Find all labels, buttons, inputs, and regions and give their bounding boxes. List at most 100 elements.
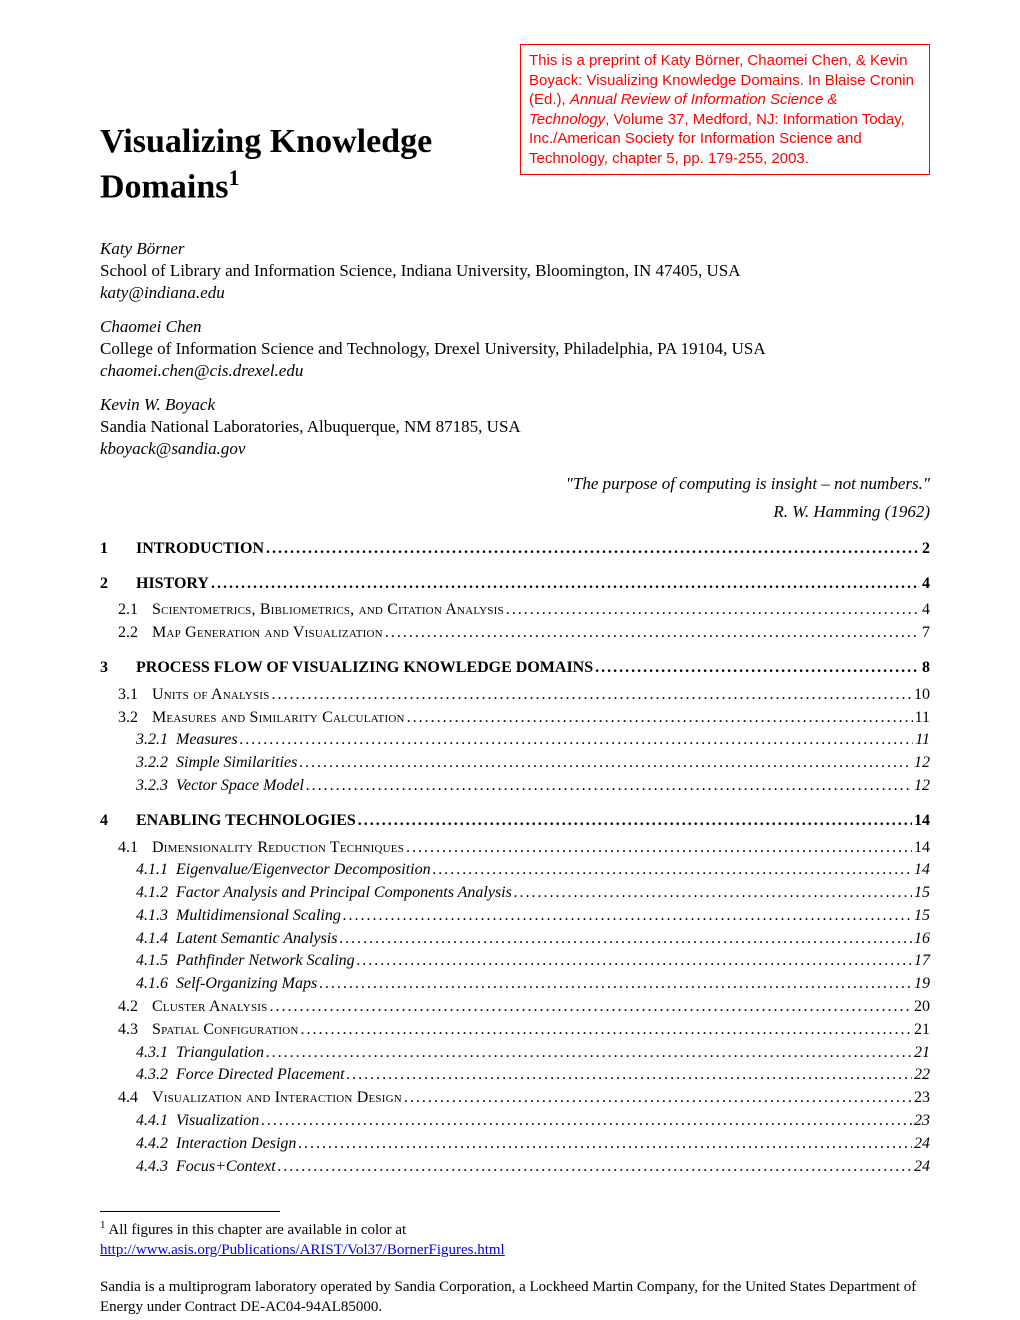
toc-label: INTRODUCTION	[136, 539, 264, 560]
toc-page-number: 16	[914, 929, 930, 950]
toc-number: 3.2.1	[100, 730, 176, 751]
toc-label: Cluster Analysis	[152, 997, 267, 1018]
toc-number: 3	[100, 658, 136, 679]
footnote-link[interactable]: http://www.asis.org/Publications/ARIST/V…	[100, 1242, 505, 1258]
toc-label: Multidimensional Scaling	[176, 906, 341, 927]
toc-page-number: 12	[914, 753, 930, 774]
toc-leader-dots	[343, 906, 912, 927]
toc-number: 3.2.2	[100, 753, 176, 774]
author-name: Kevin W. Boyack	[100, 394, 930, 416]
toc-page-number: 10	[914, 685, 930, 706]
toc-row: 3PROCESS FLOW OF VISUALIZING KNOWLEDGE D…	[100, 658, 930, 679]
table-of-contents: 1INTRODUCTION2 2HISTORY 4 2.1Scientometrics…	[100, 539, 930, 1178]
footnote: 1 All figures in this chapter are availa…	[100, 1218, 930, 1260]
toc-label: Factor Analysis and Principal Components…	[176, 883, 512, 904]
toc-leader-dots	[404, 1088, 912, 1109]
toc-leader-dots	[299, 753, 912, 774]
toc-row: 4.1.2Factor Analysis and Principal Compo…	[100, 883, 930, 904]
toc-row: 4.1.6Self-Organizing Maps19	[100, 974, 930, 995]
toc-number: 4.3	[100, 1020, 152, 1041]
toc-row: 4.4.1Visualization23	[100, 1111, 930, 1132]
toc-row: 2.2Map Generation and Visualization7	[100, 623, 930, 644]
toc-page-number: 19	[914, 974, 930, 995]
toc-label: Spatial Configuration	[152, 1020, 299, 1041]
toc-leader-dots	[385, 623, 920, 644]
toc-number: 4.3.2	[100, 1065, 176, 1086]
author-email: chaomei.chen@cis.drexel.edu	[100, 360, 930, 382]
toc-number: 2.1	[100, 600, 152, 621]
toc-page-number: 17	[914, 951, 930, 972]
toc-page-number: 23	[914, 1088, 930, 1109]
toc-number: 4.4.2	[100, 1134, 176, 1155]
toc-page-number: 14	[914, 838, 930, 859]
toc-number: 4.1	[100, 838, 152, 859]
toc-page-number: 14	[914, 811, 930, 832]
toc-label: Measures and Similarity Calculation	[152, 708, 405, 729]
toc-row: 3.2.1Measures11	[100, 730, 930, 751]
toc-page-number: 22	[914, 1065, 930, 1086]
toc-row: 4.1.1Eigenvalue/Eigenvector Decompositio…	[100, 860, 930, 881]
toc-row: 4.3.2Force Directed Placement 22	[100, 1065, 930, 1086]
toc-page-number: 4	[922, 574, 930, 595]
toc-leader-dots	[357, 951, 912, 972]
toc-page-number: 4	[922, 600, 930, 621]
toc-row: 4.3Spatial Configuration21	[100, 1020, 930, 1041]
toc-number: 2	[100, 574, 136, 595]
author-email: kboyack@sandia.gov	[100, 438, 930, 460]
toc-page-number: 8	[922, 658, 930, 679]
toc-row: 4.2Cluster Analysis20	[100, 997, 930, 1018]
toc-label: Units of Analysis	[152, 685, 269, 706]
toc-leader-dots	[261, 1111, 912, 1132]
toc-row: 4.4.2Interaction Design24	[100, 1134, 930, 1155]
toc-label: Visualization and Interaction Design	[152, 1088, 402, 1109]
author-name: Katy Börner	[100, 238, 930, 260]
toc-leader-dots	[595, 658, 920, 679]
title-text: Visualizing Knowledge Domains	[100, 123, 432, 206]
toc-row: 3.2.3Vector Space Model12	[100, 776, 930, 797]
toc-number: 3.2.3	[100, 776, 176, 797]
toc-page-number: 15	[914, 906, 930, 927]
toc-number: 4.1.6	[100, 974, 176, 995]
toc-leader-dots	[301, 1020, 912, 1041]
toc-number: 4.2	[100, 997, 152, 1018]
toc-row: 4.1Dimensionality Reduction Techniques14	[100, 838, 930, 859]
toc-number: 4.1.5	[100, 951, 176, 972]
toc-label: Force Directed Placement	[176, 1065, 345, 1086]
toc-label: Scientometrics, Bibliometrics, and Citat…	[152, 600, 504, 621]
toc-number: 4.3.1	[100, 1043, 176, 1064]
epigraph-attribution: R. W. Hamming (1962)	[100, 501, 930, 523]
toc-number: 4	[100, 811, 136, 832]
toc-label: HISTORY	[136, 574, 209, 595]
toc-label: Measures	[176, 730, 238, 751]
toc-label: Focus+Context	[176, 1157, 276, 1178]
toc-row: 4.1.4Latent Semantic Analysis16	[100, 929, 930, 950]
toc-leader-dots	[514, 883, 912, 904]
toc-page-number: 14	[914, 860, 930, 881]
author-name: Chaomei Chen	[100, 316, 930, 338]
title-wrap: Visualizing Knowledge Domains1	[100, 40, 504, 210]
page-title: Visualizing Knowledge Domains1	[100, 120, 504, 210]
author-block: Katy BörnerSchool of Library and Informa…	[100, 238, 930, 304]
author-block: Kevin W. BoyackSandia National Laborator…	[100, 394, 930, 460]
toc-leader-dots	[271, 685, 912, 706]
toc-row: 1INTRODUCTION2	[100, 539, 930, 560]
toc-number: 4.1.3	[100, 906, 176, 927]
toc-page-number: 24	[914, 1157, 930, 1178]
toc-row: 4.3.1Triangulation 21	[100, 1043, 930, 1064]
toc-leader-dots	[269, 997, 912, 1018]
toc-page-number: 21	[914, 1043, 930, 1064]
author-block: Chaomei ChenCollege of Information Scien…	[100, 316, 930, 382]
toc-number: 4.4.1	[100, 1111, 176, 1132]
toc-leader-dots	[506, 600, 920, 621]
toc-label: Vector Space Model	[176, 776, 304, 797]
toc-label: Triangulation	[176, 1043, 264, 1064]
toc-label: Map Generation and Visualization	[152, 623, 383, 644]
toc-label: Pathfinder Network Scaling	[176, 951, 355, 972]
toc-number: 4.4	[100, 1088, 152, 1109]
toc-leader-dots	[339, 929, 912, 950]
toc-row: 3.2.2Simple Similarities12	[100, 753, 930, 774]
epigraph-quote: "The purpose of computing is insight – n…	[100, 473, 930, 495]
toc-number: 2.2	[100, 623, 152, 644]
toc-leader-dots	[319, 974, 912, 995]
toc-leader-dots	[407, 708, 913, 729]
